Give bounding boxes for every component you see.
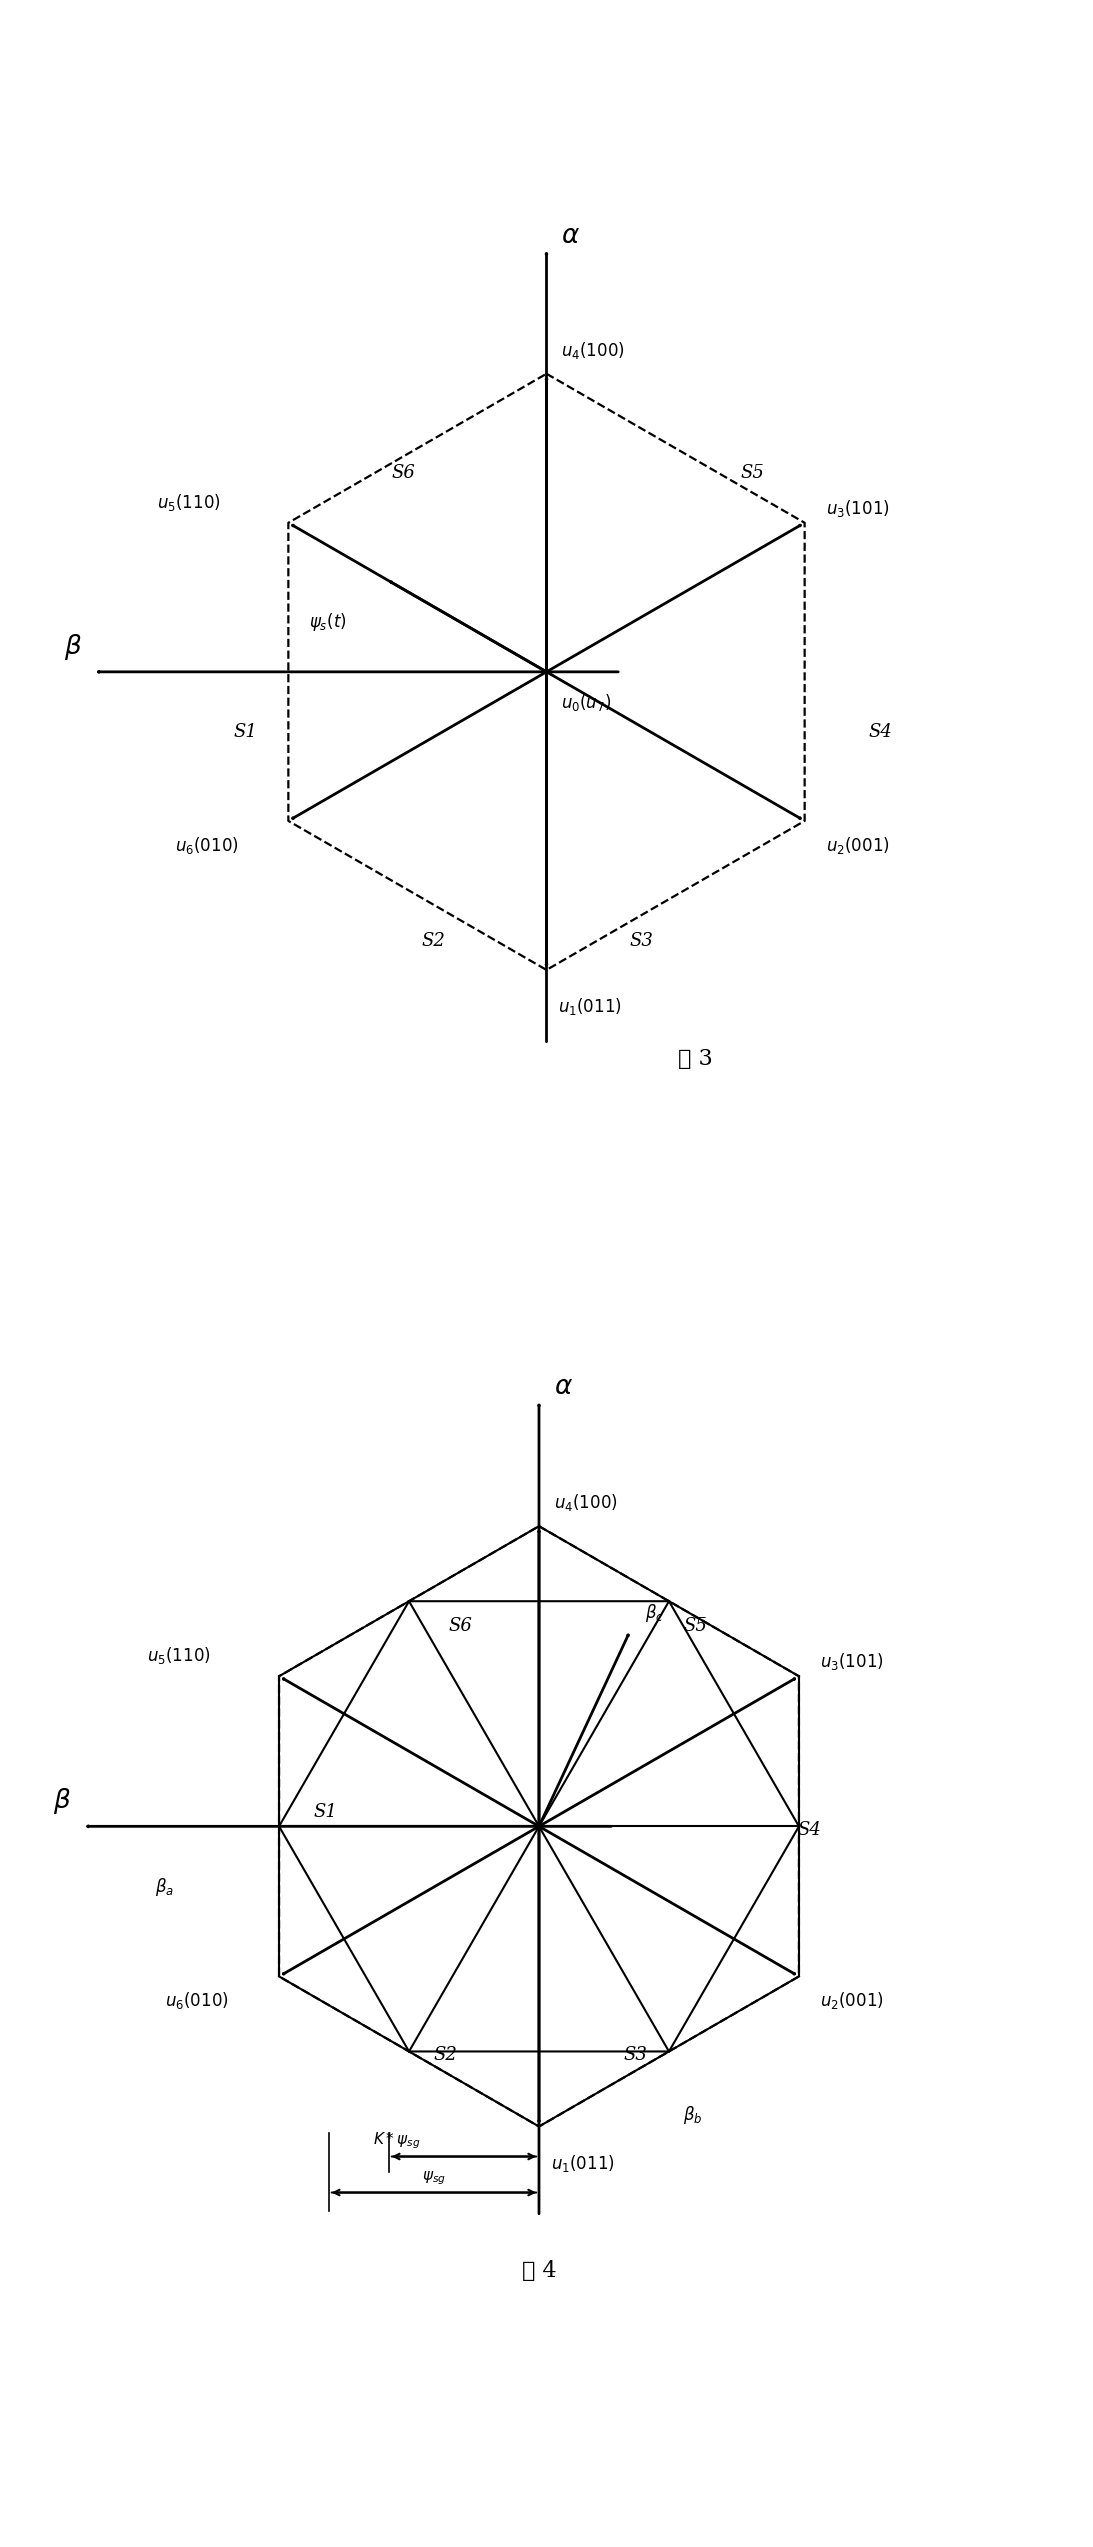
Text: $\beta_b$: $\beta_b$ (683, 2104, 703, 2127)
Text: S3: S3 (630, 932, 654, 950)
Text: S6: S6 (449, 1617, 473, 1635)
Text: S1: S1 (314, 1803, 338, 1821)
Text: $K*\psi_{sg}$: $K*\psi_{sg}$ (373, 2132, 420, 2152)
Text: $u_0(u_7)$: $u_0(u_7)$ (562, 693, 612, 713)
Text: $u_{2}(001)$: $u_{2}(001)$ (820, 1989, 883, 2012)
Text: $\beta$: $\beta$ (52, 1785, 71, 1816)
Text: $u_{4}(100)$: $u_{4}(100)$ (562, 339, 625, 362)
Text: $\beta_c$: $\beta_c$ (645, 1602, 665, 1625)
Text: $\psi_{sg}$: $\psi_{sg}$ (422, 2170, 446, 2188)
Text: $u_{3}(101)$: $u_{3}(101)$ (820, 1650, 883, 1673)
Text: $\beta_a$: $\beta_a$ (155, 1877, 174, 1898)
Text: $u_{1}(011)$: $u_{1}(011)$ (559, 996, 622, 1016)
Text: 图 3: 图 3 (678, 1049, 713, 1070)
Text: $u_{4}(100)$: $u_{4}(100)$ (554, 1493, 618, 1513)
Text: $u_{6}(010)$: $u_{6}(010)$ (165, 1989, 228, 2012)
Text: S4: S4 (797, 1821, 821, 1839)
Text: $u_{5}(110)$: $u_{5}(110)$ (146, 1645, 211, 1666)
Text: S5: S5 (740, 464, 764, 481)
Text: S1: S1 (234, 723, 257, 741)
Text: S2: S2 (434, 2045, 458, 2066)
Text: $u_{6}(010)$: $u_{6}(010)$ (175, 835, 238, 856)
Text: $u_{5}(110)$: $u_{5}(110)$ (157, 492, 221, 512)
Text: $\alpha$: $\alpha$ (554, 1373, 573, 1398)
Text: $\alpha$: $\alpha$ (562, 222, 580, 247)
Text: $u_{2}(001)$: $u_{2}(001)$ (825, 835, 890, 856)
Text: $\beta$: $\beta$ (63, 632, 82, 662)
Text: S5: S5 (683, 1617, 707, 1635)
Text: S6: S6 (391, 464, 415, 481)
Text: $u_{3}(101)$: $u_{3}(101)$ (825, 497, 890, 520)
Text: S4: S4 (869, 723, 892, 741)
Text: S3: S3 (623, 2045, 647, 2066)
Text: 图 4: 图 4 (521, 2259, 556, 2282)
Text: $u_{1}(011)$: $u_{1}(011)$ (551, 2152, 614, 2173)
Text: S2: S2 (421, 932, 445, 950)
Text: $\psi_s(t)$: $\psi_s(t)$ (309, 611, 346, 634)
